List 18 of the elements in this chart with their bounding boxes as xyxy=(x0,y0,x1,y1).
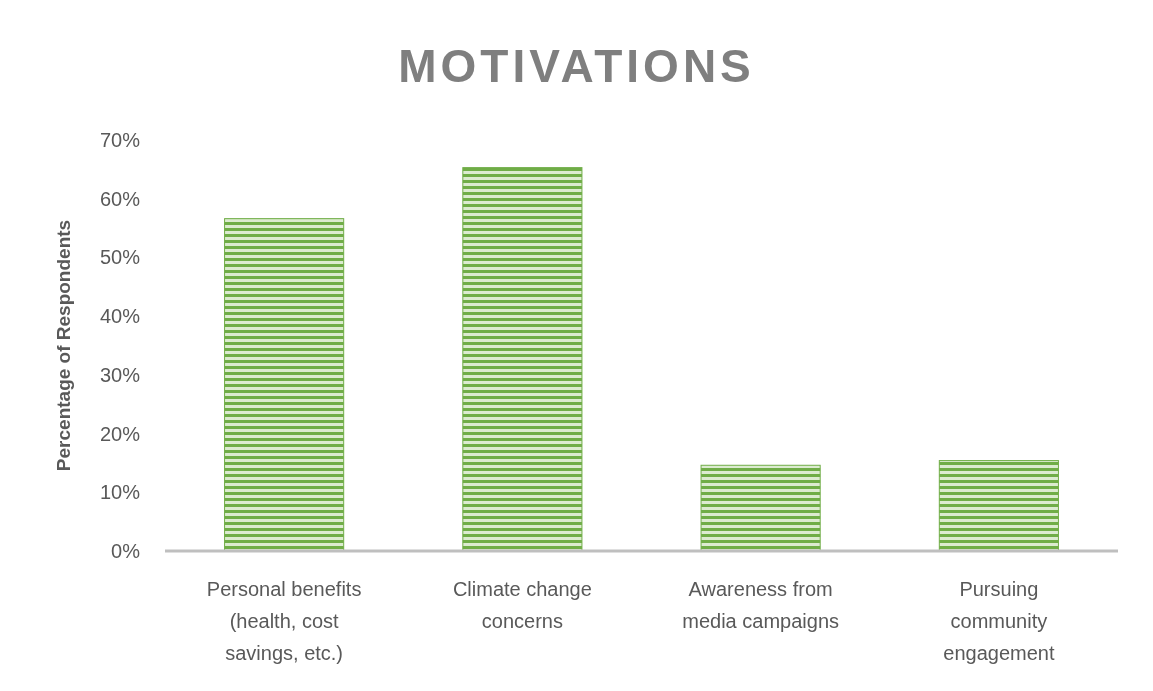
y-tick-label: 70% xyxy=(99,129,141,151)
y-tick-label: 40% xyxy=(99,305,141,328)
x-tick-label: Climate change concerns xyxy=(452,578,592,632)
y-tick-label: 10% xyxy=(99,481,141,504)
bar xyxy=(462,167,583,552)
y-tick-label: 60% xyxy=(99,187,141,210)
bar xyxy=(700,464,821,552)
chart-title: MOTIVATIONS xyxy=(398,40,755,92)
y-tick-label: 30% xyxy=(99,363,141,386)
bar xyxy=(938,460,1059,552)
x-tick-label: Pursuing community engagement xyxy=(943,578,1055,664)
y-tick-label: 0% xyxy=(111,540,141,562)
bar xyxy=(224,218,345,552)
x-tick-label: Personal benefits (health, cost savings, etc.) xyxy=(206,578,362,664)
x-tick-label: Awareness from media campaigns xyxy=(682,578,839,632)
y-tick-label: 50% xyxy=(99,246,141,269)
y-tick-label: 20% xyxy=(99,422,141,445)
y-axis-title: Percentage of Respondents xyxy=(53,219,74,472)
